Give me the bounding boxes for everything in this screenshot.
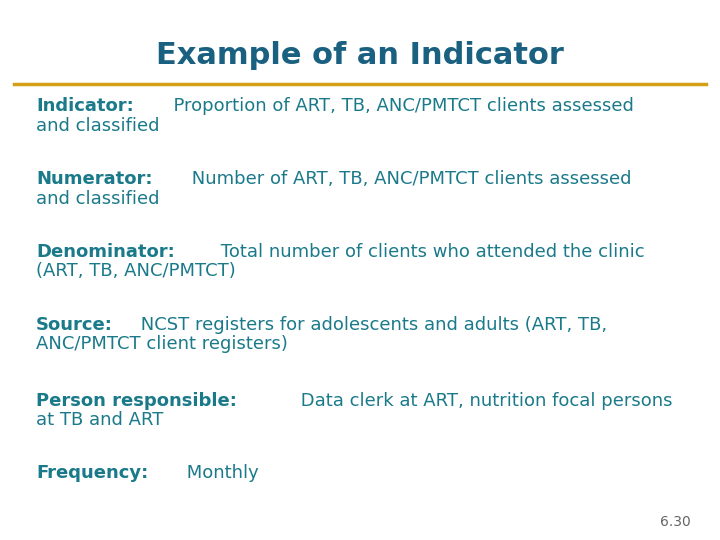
Text: Monthly: Monthly bbox=[181, 464, 258, 482]
Text: and classified: and classified bbox=[36, 117, 160, 134]
Text: Numerator:: Numerator: bbox=[36, 170, 153, 188]
Text: NCST registers for adolescents and adults (ART, TB,: NCST registers for adolescents and adult… bbox=[135, 316, 607, 334]
Text: (ART, TB, ANC/PMTCT): (ART, TB, ANC/PMTCT) bbox=[36, 262, 235, 280]
Text: Proportion of ART, TB, ANC/PMTCT clients assessed: Proportion of ART, TB, ANC/PMTCT clients… bbox=[162, 97, 634, 115]
Text: ANC/PMTCT client registers): ANC/PMTCT client registers) bbox=[36, 335, 288, 353]
Text: 6.30: 6.30 bbox=[660, 515, 691, 529]
Text: Number of ART, TB, ANC/PMTCT clients assessed: Number of ART, TB, ANC/PMTCT clients ass… bbox=[186, 170, 632, 188]
Text: at TB and ART: at TB and ART bbox=[36, 411, 163, 429]
Text: Total number of clients who attended the clinic: Total number of clients who attended the… bbox=[215, 243, 644, 261]
Text: Data clerk at ART, nutrition focal persons: Data clerk at ART, nutrition focal perso… bbox=[295, 392, 672, 409]
Text: Frequency:: Frequency: bbox=[36, 464, 148, 482]
Text: Denominator:: Denominator: bbox=[36, 243, 175, 261]
Text: Example of an Indicator: Example of an Indicator bbox=[156, 40, 564, 70]
Text: Source:: Source: bbox=[36, 316, 113, 334]
Text: Indicator:: Indicator: bbox=[36, 97, 134, 115]
Text: and classified: and classified bbox=[36, 190, 160, 207]
Text: Person responsible:: Person responsible: bbox=[36, 392, 237, 409]
